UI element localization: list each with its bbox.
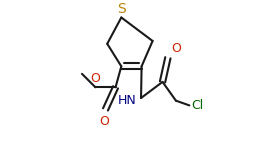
Text: HN: HN (118, 94, 136, 107)
Text: O: O (99, 115, 109, 128)
Text: S: S (117, 2, 126, 16)
Text: O: O (171, 42, 181, 55)
Text: O: O (91, 72, 101, 85)
Text: Cl: Cl (191, 99, 204, 112)
